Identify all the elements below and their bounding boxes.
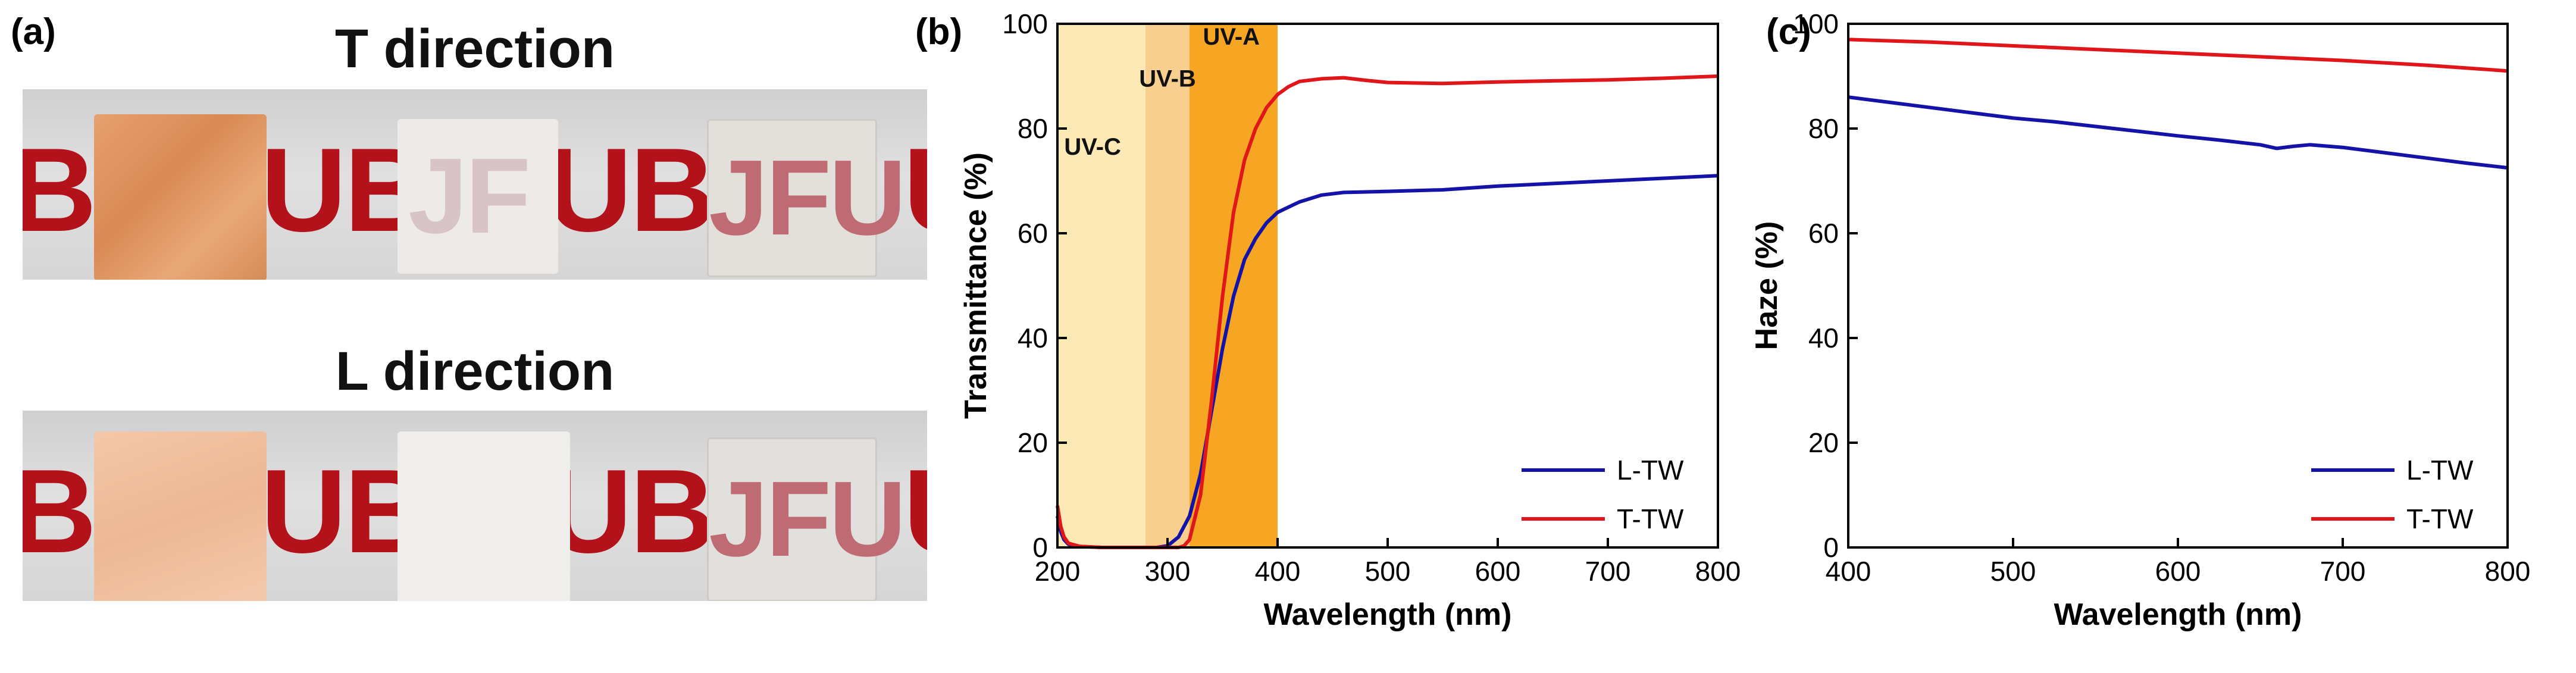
l-letter-ub2: UB: [546, 445, 716, 578]
t-transparent-letters: JFU: [709, 138, 906, 258]
band-label-1: UV-B: [1139, 66, 1196, 92]
x-axis-label: Wavelength (nm): [1264, 597, 1512, 632]
l-transparent-letters: JFU: [709, 459, 906, 579]
y-tick-label: 0: [1032, 532, 1048, 563]
legend-label-t-tw: T-TW: [2406, 503, 2474, 534]
y-tick-label: 80: [1018, 113, 1048, 144]
l-wood-sample: [94, 431, 267, 601]
l-transparent-sample: JFU: [707, 437, 906, 601]
t-wood-sample: [94, 114, 267, 280]
y-tick-label: 40: [1808, 323, 1839, 353]
band-label-0: UV-C: [1064, 134, 1121, 160]
x-tick-label: 800: [2485, 556, 2531, 587]
series-line-l-tw: [1848, 95, 2508, 170]
y-tick-label: 20: [1808, 427, 1839, 458]
x-tick-label: 400: [1826, 556, 1871, 587]
legend-label-l-tw: L-TW: [1617, 455, 1684, 486]
legend-label-t-tw: T-TW: [1617, 503, 1684, 534]
x-tick-label: 200: [1035, 556, 1081, 587]
x-tick-label: 500: [1990, 556, 2036, 587]
x-tick-label: 500: [1365, 556, 1411, 587]
x-tick-label: 300: [1145, 556, 1191, 587]
y-tick-label: 60: [1018, 218, 1048, 249]
t-delignified-letters: JF: [408, 136, 531, 256]
l-letter-u-end: U: [903, 452, 927, 571]
panel-b-label: (b): [915, 11, 963, 52]
t-letter-u-end: U: [903, 131, 927, 250]
y-tick-label: 100: [1793, 8, 1839, 39]
y-tick-label: 60: [1808, 218, 1839, 249]
x-tick-label: 400: [1255, 556, 1301, 587]
x-axis-label: Wavelength (nm): [2054, 597, 2302, 632]
t-letter-ub2: UB: [546, 124, 716, 256]
y-tick-label: 40: [1018, 323, 1048, 353]
l-direction-title: L direction: [335, 341, 615, 402]
t-direction-photo: B UB UB U JF JFU: [23, 89, 927, 280]
x-tick-label: 600: [1475, 556, 1521, 587]
t-letter-b: B: [23, 124, 96, 256]
y-axis-label: Transmittance (%): [959, 152, 993, 419]
band-0: [1057, 24, 1145, 547]
y-tick-label: 20: [1018, 427, 1048, 458]
transmittance-chart: UV-C UV-B UV-A 200 300 400 500 600 700 800 0 20 40 60…: [959, 8, 1741, 632]
series-line-t-tw: [1848, 37, 2508, 73]
t-delignified-sample: JF: [397, 119, 558, 274]
l-direction-photo: B UB UB U JFU: [23, 411, 927, 601]
l-letter-b: B: [23, 445, 96, 578]
t-direction-title: T direction: [334, 18, 615, 79]
legend-label-l-tw: L-TW: [2406, 455, 2474, 486]
panel-c-label: (c): [1766, 11, 1811, 52]
t-transparent-sample: JFU: [707, 119, 906, 277]
y-axis-label: Haze (%): [1755, 221, 1784, 350]
x-tick-label: 700: [1585, 556, 1631, 587]
x-tick-label: 700: [2320, 556, 2366, 587]
band-label-2: UV-A: [1203, 24, 1260, 50]
band-1: [1145, 24, 1190, 547]
x-tick-label: 600: [2155, 556, 2201, 587]
x-tick-label: 800: [1695, 556, 1741, 587]
y-tick-label: 80: [1808, 113, 1839, 144]
panel-a-label: (a): [11, 11, 56, 52]
y-tick-label: 0: [1823, 532, 1839, 563]
l-delignified-sample: [397, 431, 570, 601]
haze-chart: 400 500 600 700 800 0 20 40 60 80 100 Wavelength (n…: [1755, 8, 2531, 632]
y-tick-label: 100: [1002, 8, 1048, 39]
